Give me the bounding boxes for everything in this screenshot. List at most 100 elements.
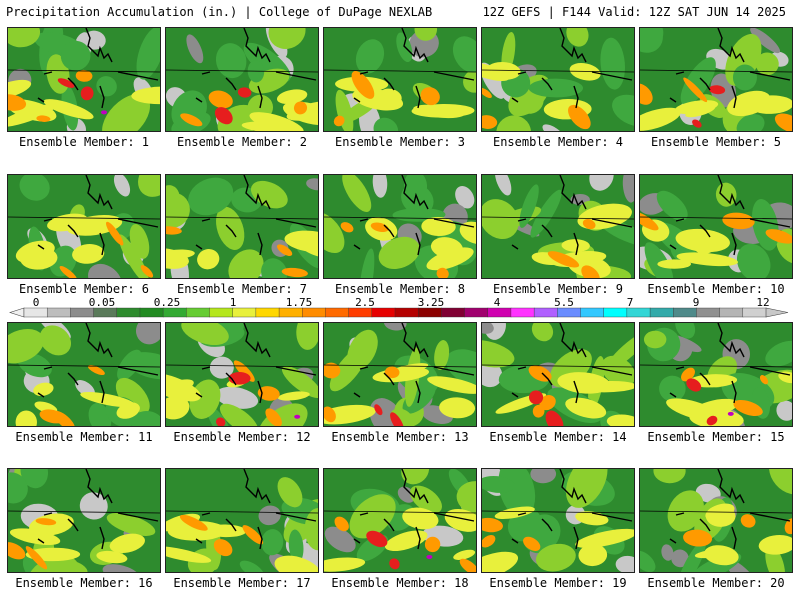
- ensemble-member-label: Ensemble Member: 15: [647, 430, 785, 444]
- precip-field: [640, 469, 792, 572]
- colorbar-bin: [23, 307, 48, 318]
- ensemble-member-map: [323, 27, 477, 132]
- colorbar-bin: [557, 307, 581, 318]
- colorbar-bin: [139, 307, 164, 318]
- precip-field: [324, 323, 476, 426]
- colorbar-bin: [510, 307, 535, 318]
- ensemble-member-map: [639, 27, 793, 132]
- precip-colorbar: [9, 307, 789, 318]
- colorbar-bin: [441, 307, 466, 318]
- colorbar-bin: [487, 307, 512, 318]
- precip-field: [166, 28, 318, 131]
- ensemble-member-map: [481, 468, 635, 573]
- colorbar-bin: [46, 307, 71, 318]
- ensemble-member-label: Ensemble Member: 14: [489, 430, 627, 444]
- ensemble-member-label: Ensemble Member: 11: [15, 430, 153, 444]
- colorbar-bin: [348, 307, 373, 318]
- colorbar-tick-label: 1: [229, 296, 237, 309]
- colorbar-bin: [673, 307, 697, 318]
- ensemble-member-label: Ensemble Member: 19: [489, 576, 627, 590]
- colorbar-bin: [649, 307, 674, 318]
- ensemble-member-label: Ensemble Member: 5: [650, 135, 782, 149]
- precip-field: [166, 323, 318, 426]
- ensemble-member-label: Ensemble Member: 3: [334, 135, 466, 149]
- ensemble-member-label: Ensemble Member: 17: [173, 576, 311, 590]
- precip-field: [324, 469, 476, 572]
- colorbar-tick-label: 0: [32, 296, 40, 309]
- colorbar-bin: [209, 307, 234, 318]
- precip-field: [8, 469, 160, 572]
- colorbar-tick-label: 3.25: [417, 296, 445, 309]
- ensemble-member-map: [7, 174, 161, 279]
- precip-field: [8, 28, 160, 131]
- ensemble-member-map: [165, 468, 319, 573]
- colorbar-bin: [626, 307, 651, 318]
- ensemble-member-map: [7, 468, 161, 573]
- colorbar-tick-label: 7: [626, 296, 634, 309]
- colorbar-bin: [162, 307, 187, 318]
- ensemble-member-label: Ensemble Member: 12: [173, 430, 311, 444]
- colorbar-bin: [186, 307, 210, 318]
- precip-field: [640, 323, 792, 426]
- ensemble-member-map: [481, 27, 635, 132]
- precip-field: [482, 469, 634, 572]
- ensemble-member-map: [481, 322, 635, 427]
- colorbar-bin: [255, 307, 280, 318]
- colorbar-bin: [742, 307, 767, 318]
- colorbar-bin: [302, 307, 326, 318]
- colorbar-min-arrow: [9, 307, 25, 318]
- precip-field: [482, 323, 634, 426]
- precip-field: [324, 28, 476, 131]
- ensemble-member-label: Ensemble Member: 13: [331, 430, 469, 444]
- ensemble-member-map: [639, 468, 793, 573]
- ensemble-member-label: Ensemble Member: 8: [334, 282, 466, 296]
- model-run-info: 12Z GEFS | F144 Valid: 12Z SAT JUN 14 20…: [482, 5, 786, 19]
- ensemble-member-label: Ensemble Member: 20: [647, 576, 785, 590]
- ensemble-member-map: [7, 27, 161, 132]
- colorbar-bin: [232, 307, 257, 318]
- precip-field: [640, 175, 792, 278]
- colorbar-bin: [603, 307, 628, 318]
- colorbar-tick-label: 12: [756, 296, 770, 309]
- colorbar-bin: [371, 307, 396, 318]
- ensemble-member-label: Ensemble Member: 7: [176, 282, 308, 296]
- ensemble-member-label: Ensemble Member: 1: [18, 135, 150, 149]
- precip-field: [166, 469, 318, 572]
- precip-field: [8, 175, 160, 278]
- ensemble-member-map: [323, 468, 477, 573]
- colorbar-bin: [278, 307, 303, 318]
- precip-field: [482, 175, 634, 278]
- ensemble-member-label: Ensemble Member: 9: [492, 282, 624, 296]
- precip-field: [640, 28, 792, 131]
- ensemble-member-label: Ensemble Member: 6: [18, 282, 150, 296]
- colorbar-tick-label: 0.25: [153, 296, 181, 309]
- ensemble-member-label: Ensemble Member: 2: [176, 135, 308, 149]
- precip-field: [166, 175, 318, 278]
- colorbar-bin: [580, 307, 605, 318]
- colorbar-bin: [93, 307, 118, 318]
- colorbar-bin: [464, 307, 489, 318]
- ensemble-member-label: Ensemble Member: 4: [492, 135, 624, 149]
- ensemble-member-map: [323, 174, 477, 279]
- map-title: Precipitation Accumulation (in.) | Colle…: [6, 5, 433, 19]
- ensemble-member-map: [165, 174, 319, 279]
- colorbar-bin: [325, 307, 350, 318]
- ensemble-member-map: [639, 174, 793, 279]
- colorbar-max-arrow: [765, 307, 789, 318]
- ensemble-member-label: Ensemble Member: 10: [647, 282, 785, 296]
- precip-field: [482, 28, 634, 131]
- colorbar-tick-label: 0.05: [88, 296, 116, 309]
- precip-field: [8, 323, 160, 426]
- colorbar-bin: [696, 307, 721, 318]
- ensemble-member-map: [7, 322, 161, 427]
- ensemble-member-map: [165, 322, 319, 427]
- colorbar-bin: [533, 307, 558, 318]
- colorbar-bin: [394, 307, 419, 318]
- colorbar-bin: [417, 307, 442, 318]
- colorbar-bin: [116, 307, 141, 318]
- precip-field: [324, 175, 476, 278]
- colorbar-tick-label: 4: [493, 296, 501, 309]
- ensemble-member-map: [639, 322, 793, 427]
- ensemble-member-map: [165, 27, 319, 132]
- ensemble-member-label: Ensemble Member: 18: [331, 576, 469, 590]
